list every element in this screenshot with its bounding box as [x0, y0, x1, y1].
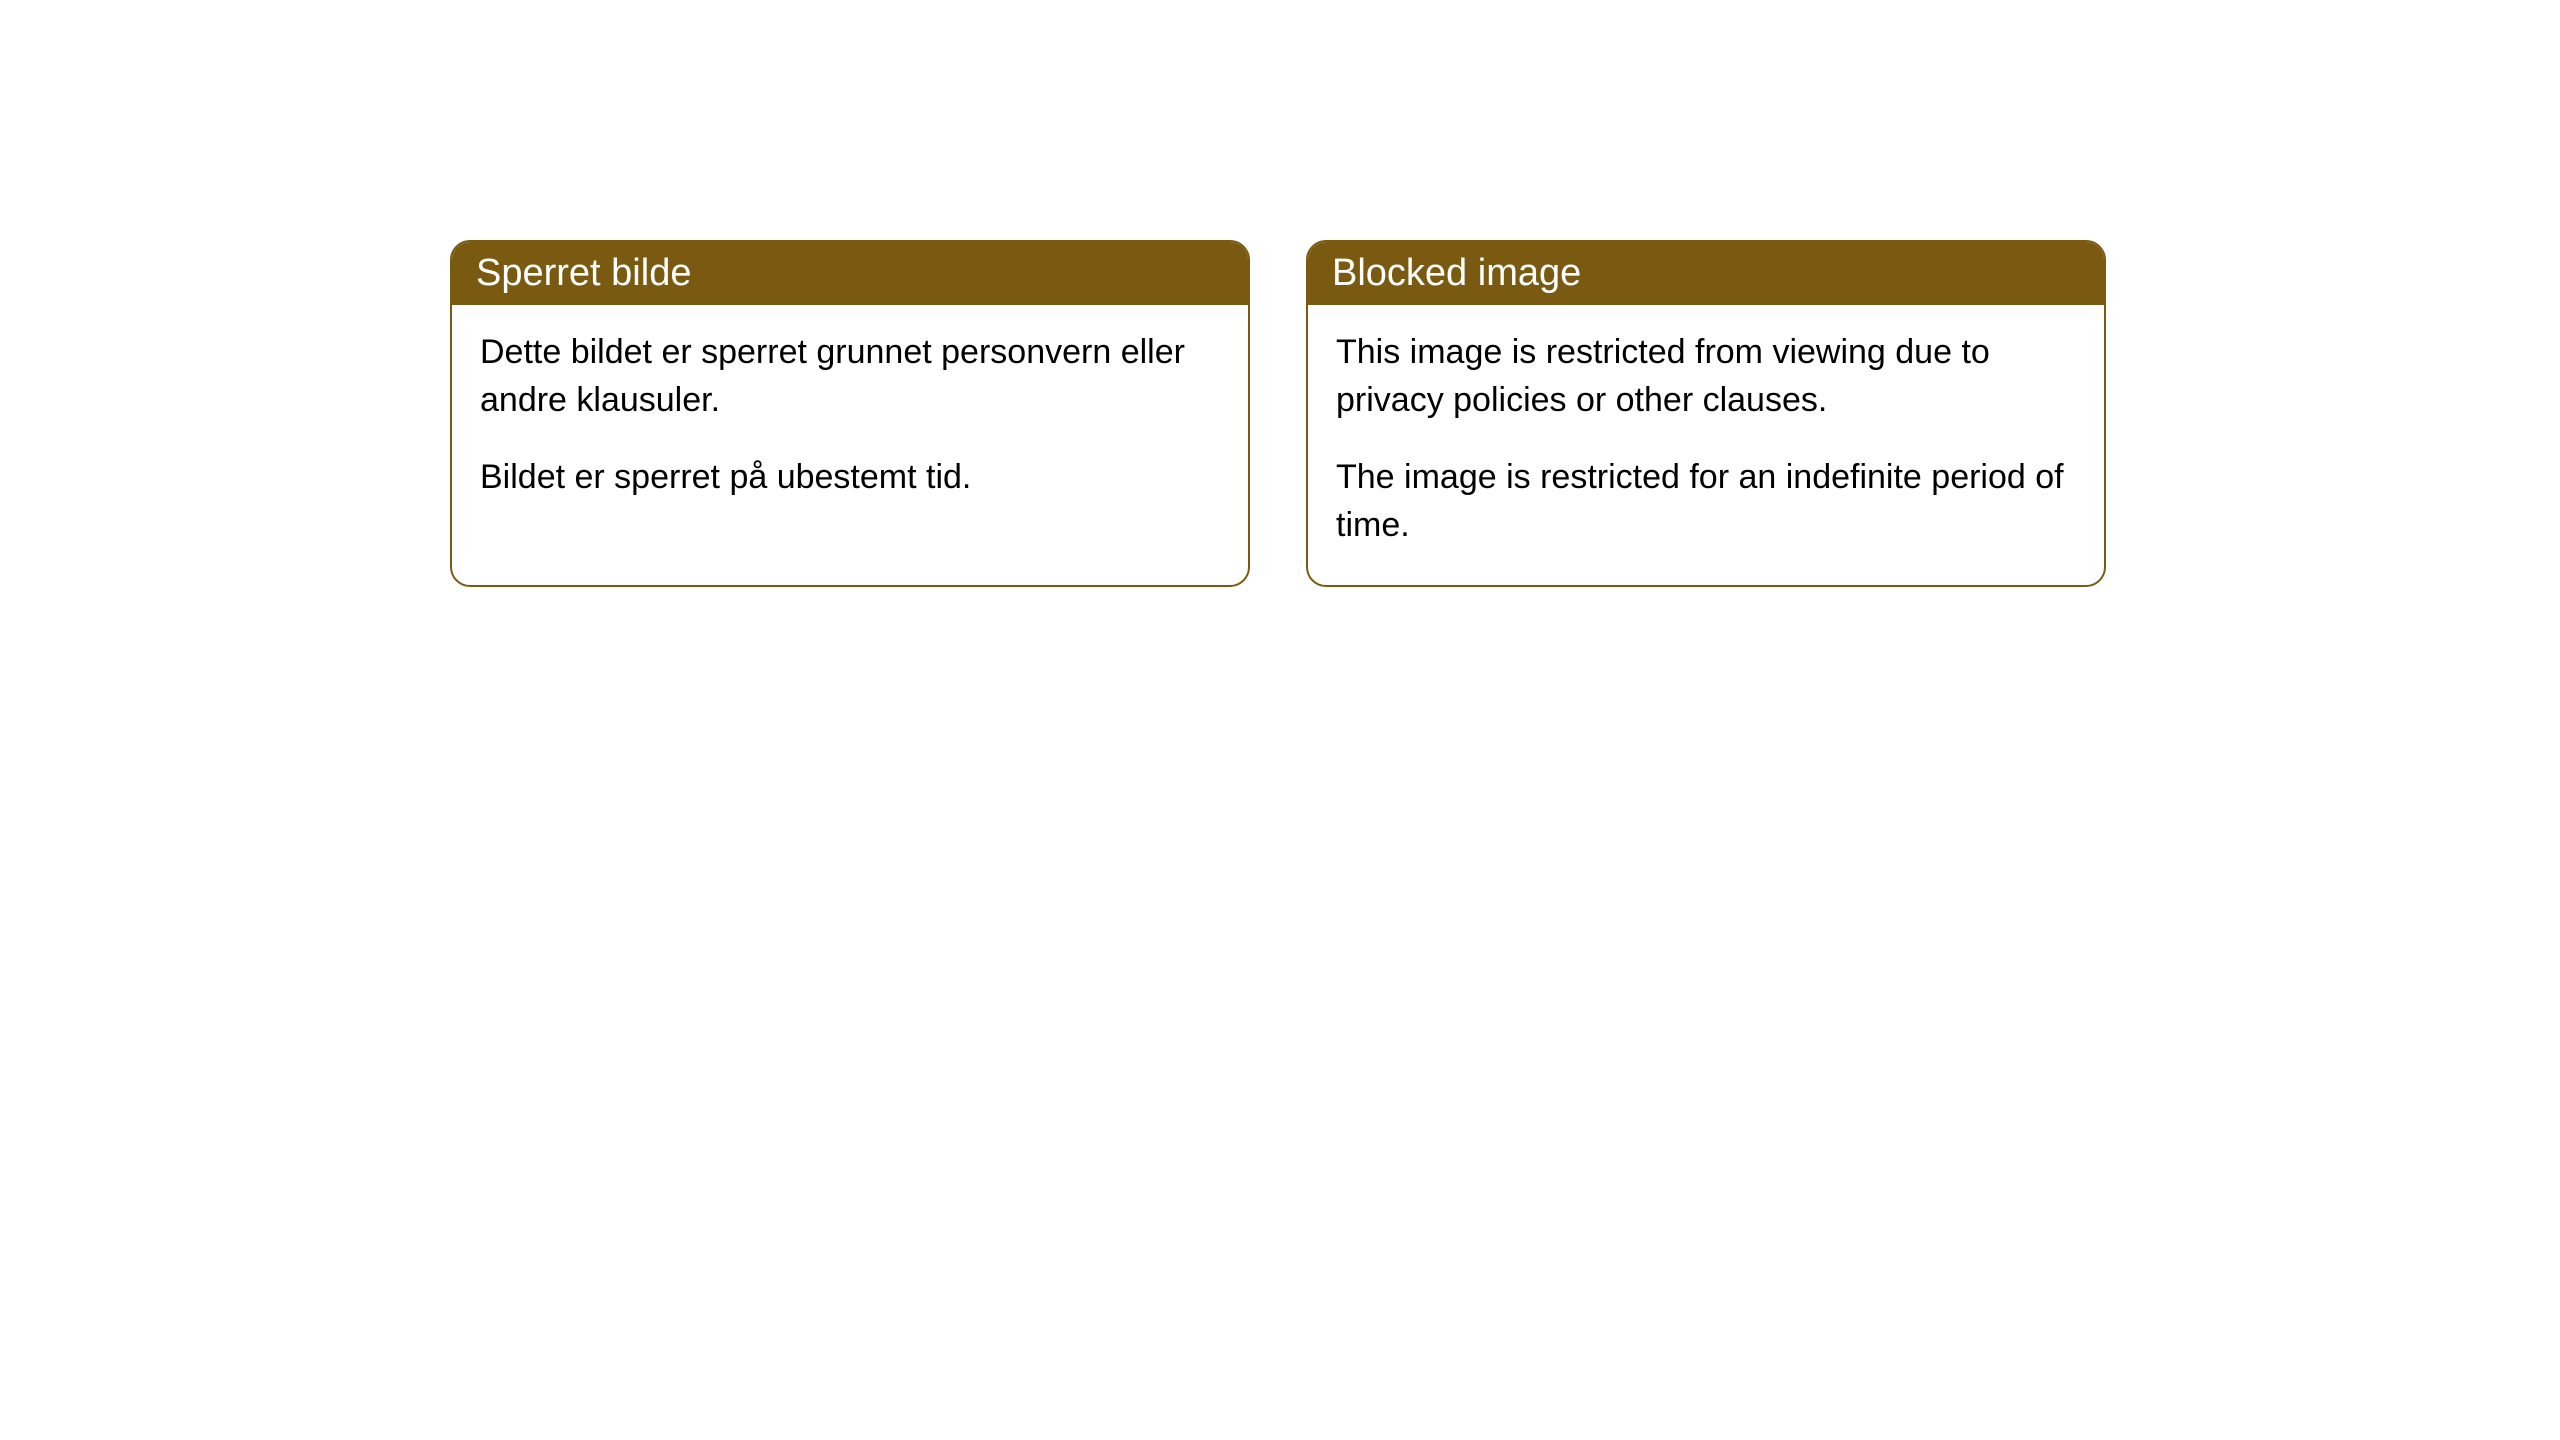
notice-header-norwegian: Sperret bilde: [452, 242, 1248, 305]
notice-card-norwegian: Sperret bilde Dette bildet er sperret gr…: [450, 240, 1250, 587]
notice-body-english: This image is restricted from viewing du…: [1308, 305, 2104, 585]
notice-text-norwegian-2: Bildet er sperret på ubestemt tid.: [480, 454, 1220, 502]
notice-text-norwegian-1: Dette bildet er sperret grunnet personve…: [480, 329, 1220, 424]
notice-text-english-1: This image is restricted from viewing du…: [1336, 329, 2076, 424]
notice-container: Sperret bilde Dette bildet er sperret gr…: [450, 240, 2560, 587]
notice-header-english: Blocked image: [1308, 242, 2104, 305]
notice-card-english: Blocked image This image is restricted f…: [1306, 240, 2106, 587]
notice-text-english-2: The image is restricted for an indefinit…: [1336, 454, 2076, 549]
notice-body-norwegian: Dette bildet er sperret grunnet personve…: [452, 305, 1248, 538]
